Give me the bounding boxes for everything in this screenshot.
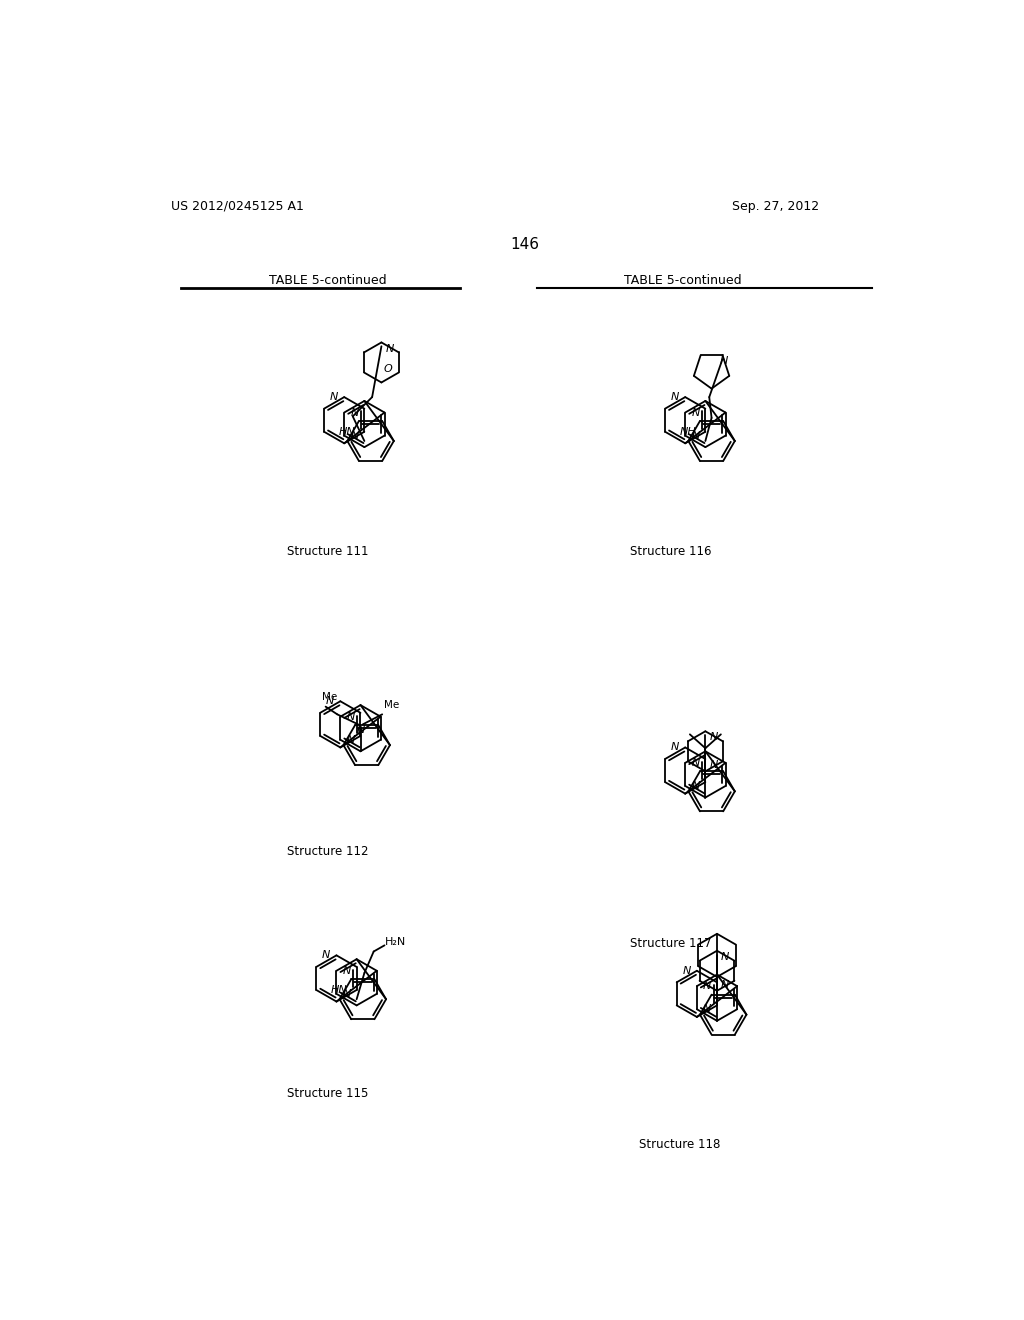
- Text: N: N: [350, 430, 358, 441]
- Text: N: N: [343, 989, 351, 999]
- Text: N: N: [350, 408, 358, 417]
- Text: N: N: [720, 356, 728, 367]
- Text: US 2012/0245125 A1: US 2012/0245125 A1: [171, 199, 303, 213]
- Text: Sep. 27, 2012: Sep. 27, 2012: [732, 199, 819, 213]
- Text: HN: HN: [331, 985, 348, 995]
- Text: N: N: [356, 725, 365, 735]
- Text: Structure 116: Structure 116: [630, 545, 712, 557]
- Text: N: N: [710, 760, 718, 770]
- Text: 146: 146: [510, 238, 540, 252]
- Text: N: N: [721, 952, 729, 962]
- Text: Structure 117: Structure 117: [630, 937, 712, 950]
- Text: H₂N: H₂N: [385, 937, 406, 948]
- Text: N: N: [346, 735, 355, 744]
- Text: N: N: [691, 408, 699, 417]
- Text: O: O: [384, 363, 392, 374]
- Text: N: N: [385, 343, 393, 354]
- Text: Me: Me: [322, 693, 337, 702]
- Text: N: N: [322, 950, 331, 961]
- Text: N: N: [671, 742, 679, 752]
- Text: N: N: [330, 392, 338, 403]
- Text: Structure 111: Structure 111: [287, 545, 369, 557]
- Text: N: N: [721, 979, 729, 990]
- Text: NH: NH: [680, 426, 696, 437]
- Text: N: N: [671, 392, 679, 403]
- Text: Structure 115: Structure 115: [288, 1088, 369, 1101]
- Text: HN: HN: [339, 426, 355, 437]
- Text: N: N: [346, 711, 355, 722]
- Text: N: N: [682, 966, 690, 975]
- Text: N: N: [703, 981, 712, 991]
- Text: N: N: [326, 696, 334, 706]
- Text: N: N: [691, 781, 699, 791]
- Text: N: N: [710, 733, 718, 742]
- Text: N: N: [691, 758, 699, 768]
- Text: TABLE 5-continued: TABLE 5-continued: [269, 273, 387, 286]
- Text: TABLE 5-continued: TABLE 5-continued: [624, 273, 741, 286]
- Text: Me: Me: [384, 700, 399, 710]
- Text: N: N: [343, 966, 351, 975]
- Text: Structure 112: Structure 112: [287, 845, 369, 858]
- Text: Structure 118: Structure 118: [639, 1138, 721, 1151]
- Text: N: N: [691, 430, 699, 441]
- Text: N: N: [703, 1005, 712, 1014]
